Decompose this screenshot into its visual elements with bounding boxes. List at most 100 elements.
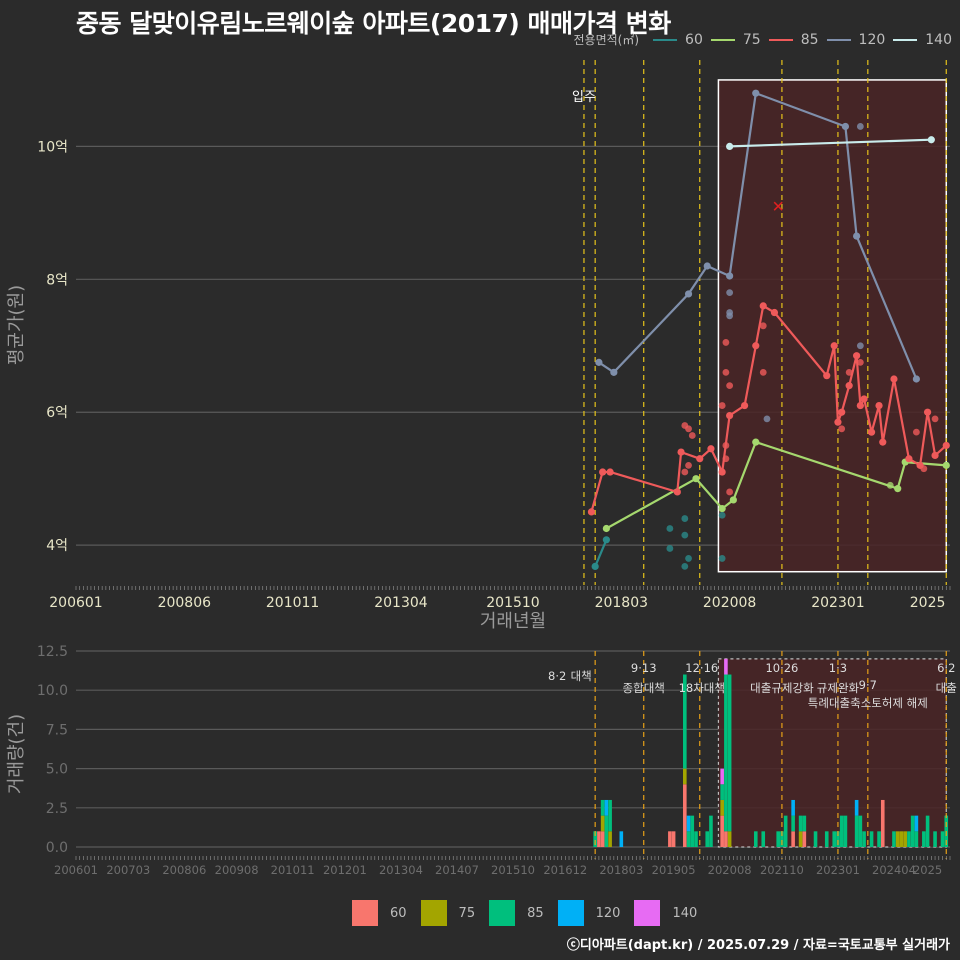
series-point-120 <box>853 232 861 240</box>
x-tick-label: 2025 <box>910 595 946 611</box>
scatter-point-85 <box>759 322 767 330</box>
series-point-75 <box>894 485 902 493</box>
bar-x-tick-label: 202301 <box>816 863 860 877</box>
volume-bar-85 <box>776 831 780 847</box>
series-point-85 <box>890 375 898 383</box>
legend-swatch-85 <box>768 38 793 41</box>
scatter-point-85 <box>759 368 767 376</box>
scatter-point-60 <box>681 562 689 570</box>
volume-bar-85 <box>686 831 691 847</box>
volume-bar-85 <box>877 831 881 847</box>
scatter-point-120 <box>856 123 864 130</box>
bar-y-axis-title: 거래량(건) <box>6 714 27 794</box>
scatter-point-60 <box>666 545 674 552</box>
volume-bar-85 <box>892 831 896 847</box>
series-point-120 <box>912 375 920 383</box>
bar-legend-item-60: 60 <box>352 900 407 926</box>
series-point-85 <box>770 308 779 317</box>
volume-bar-120 <box>791 799 795 816</box>
volume-bar-85 <box>604 815 609 847</box>
bar-x-tick-label: 201011 <box>271 863 315 877</box>
series-point-85 <box>677 448 685 456</box>
volume-bar-85 <box>925 815 930 847</box>
legend-swatch-60 <box>653 38 678 41</box>
scatter-point-85 <box>726 382 734 390</box>
bar-x-tick-label: 201510 <box>491 863 535 877</box>
y-axis-title: 평균가(원) <box>6 285 27 365</box>
scatter-point-85 <box>681 468 689 476</box>
legend-label-60: 60 <box>685 31 703 48</box>
volume-bar-75 <box>895 831 900 847</box>
x-tick-label: 201304 <box>374 595 428 611</box>
legend-item-60: 60 <box>653 32 703 48</box>
policy-name-label: 대출규제강화 <box>750 681 814 695</box>
series-line-60 <box>594 539 608 567</box>
legend-item-120: 120 <box>826 31 886 48</box>
series-point-120 <box>752 89 760 97</box>
scatter-point-120 <box>763 415 771 423</box>
bar-x-tick-label: 202008 <box>708 863 752 877</box>
bar-x-tick-label: 200703 <box>106 863 150 877</box>
bar-x-tick-label: 201803 <box>599 863 643 877</box>
bar-y-tick-label: 5.0 <box>46 762 68 778</box>
volume-bar-85 <box>843 815 848 847</box>
series-point-85 <box>879 438 887 446</box>
policy-date-label: 1·3 <box>829 661 847 675</box>
bar-highlight-box <box>717 658 947 848</box>
legend-swatch-120 <box>826 38 851 41</box>
volume-bar-120 <box>914 815 919 832</box>
series-point-85 <box>834 418 842 426</box>
series-point-75 <box>718 504 726 513</box>
bar-legend-label-85: 85 <box>527 905 544 921</box>
series-point-85 <box>752 342 760 350</box>
legend-label-120: 120 <box>858 31 886 48</box>
volume-bar-85 <box>690 815 695 847</box>
legend-item-85: 85 <box>768 31 819 48</box>
scatter-point-85 <box>722 442 730 449</box>
bar-legend-item-140: 140 <box>634 900 697 926</box>
volume-bar-75 <box>903 831 907 847</box>
bar-x-tick-label: 202110 <box>760 863 804 877</box>
bar-legend-swatch-85 <box>489 900 516 926</box>
scatter-point-120 <box>726 289 734 296</box>
scatter-point-85 <box>722 339 730 346</box>
volume-bar-85 <box>922 831 926 847</box>
series-point-60 <box>602 536 610 544</box>
scatter-point-85 <box>722 455 730 463</box>
scatter-point-60 <box>666 525 674 532</box>
series-line-75 <box>605 440 947 530</box>
policy-date-label: 10·26 <box>765 661 798 675</box>
series-point-85 <box>905 455 913 463</box>
scatter-point-85 <box>856 358 864 366</box>
policy-date-label: 6·2 <box>937 661 955 675</box>
series-point-85 <box>726 411 734 420</box>
volume-bar-75 <box>899 831 904 847</box>
series-point-85 <box>923 408 932 416</box>
volume-bar-60 <box>720 815 724 847</box>
series-point-85 <box>823 372 831 380</box>
volume-bar-85 <box>813 831 818 847</box>
bar-x-tick-label: 201407 <box>435 863 479 877</box>
series-point-85 <box>696 455 704 463</box>
series-point-85 <box>867 428 876 436</box>
volume-bar-85 <box>791 815 795 832</box>
scatter-point-85 <box>920 465 928 473</box>
volume-bar-85 <box>783 815 788 847</box>
volume-bar-75 <box>608 831 612 847</box>
bar-legend-item-120: 120 <box>557 900 620 926</box>
series-point-120 <box>841 122 850 131</box>
series-point-85 <box>838 408 846 416</box>
legend-label-85: 85 <box>800 31 819 48</box>
scatter-point-60 <box>681 531 689 539</box>
bar-y-tick-label: 10.0 <box>37 683 68 699</box>
bar-legend-swatch-120 <box>557 900 584 926</box>
scatter-point-85 <box>726 488 734 496</box>
series-point-75 <box>752 438 760 446</box>
bar-y-tick-label: 7.5 <box>46 722 68 738</box>
volume-bar-85 <box>802 815 807 832</box>
volume-bar-85 <box>862 831 866 847</box>
volume-bar-75 <box>683 768 687 785</box>
volume-bar-85 <box>910 815 915 847</box>
series-point-75 <box>692 475 700 483</box>
volume-bar-60 <box>600 831 605 847</box>
